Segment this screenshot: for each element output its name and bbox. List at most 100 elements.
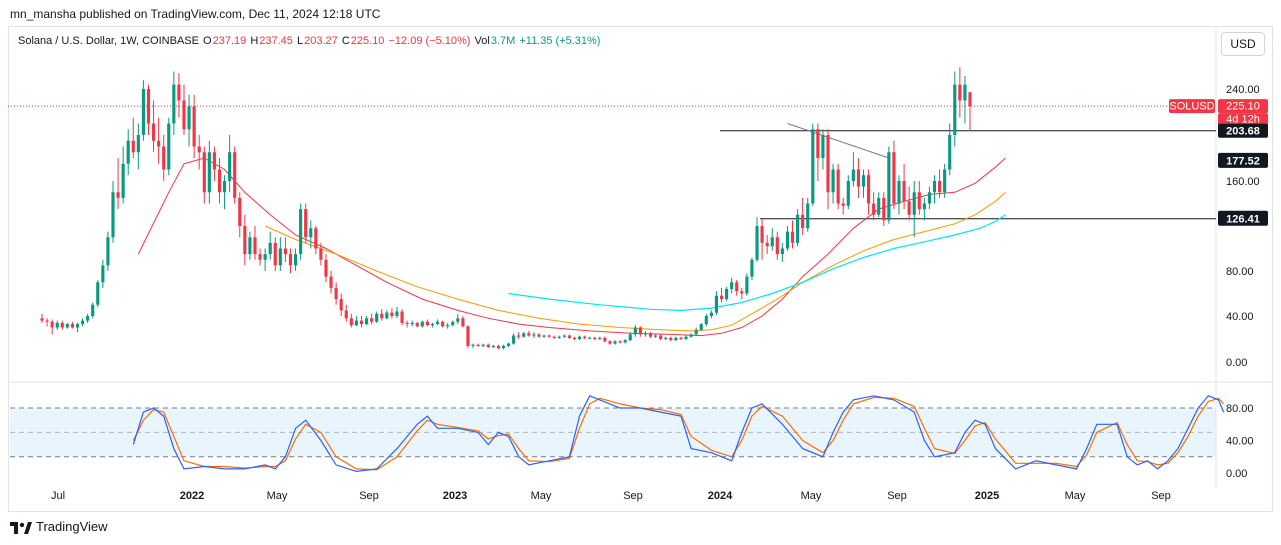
candle-body <box>725 289 729 300</box>
candle-body <box>293 254 298 266</box>
candle-body <box>907 201 911 215</box>
candle-body <box>785 231 790 249</box>
candle-body <box>953 84 957 135</box>
x-tick-label: 2025 <box>975 490 999 502</box>
x-tick-label: 2024 <box>708 490 733 502</box>
candle-body <box>796 214 800 243</box>
price-tick-label: 160.00 <box>1226 176 1260 188</box>
candle-body <box>877 197 881 215</box>
candle-body <box>963 84 967 101</box>
candle-body <box>228 152 232 181</box>
x-tick-label: Sep <box>623 490 643 502</box>
candle-body <box>167 123 171 170</box>
price-tick-label: 40.00 <box>1226 311 1254 323</box>
x-tick-label: May <box>801 490 822 502</box>
candle-body <box>775 237 779 255</box>
candle-body <box>648 333 653 337</box>
candle-body <box>349 318 353 326</box>
price-tick-label: 80.00 <box>1226 266 1254 278</box>
tradingview-footer[interactable]: TradingView <box>10 519 108 534</box>
countdown-tag-bg <box>1218 113 1268 127</box>
x-tick-label: Sep <box>359 490 379 502</box>
x-tick-label: May <box>267 490 288 502</box>
currency-button[interactable]: USD <box>1221 32 1265 56</box>
candle-body <box>882 197 886 221</box>
candle-body <box>354 320 358 326</box>
candle-body <box>730 282 734 289</box>
candle-body <box>694 329 698 335</box>
legend-open-value: 237.19 <box>212 35 247 47</box>
candle-body <box>704 316 708 325</box>
candle-body <box>111 192 115 238</box>
candle-body <box>141 89 145 135</box>
candle-body <box>618 341 622 343</box>
candle-body <box>182 100 186 130</box>
candle-body <box>339 299 343 311</box>
countdown-tag: 4d 12h <box>1226 114 1260 126</box>
candle-body <box>40 318 44 321</box>
candle-body <box>547 335 551 337</box>
candle-body <box>364 318 369 325</box>
candle-body <box>304 209 308 238</box>
candle-body <box>400 311 404 323</box>
stoch-k-line <box>132 395 1225 473</box>
candle-body <box>461 318 465 327</box>
candle-body <box>719 295 724 300</box>
symbol-tag: SOLUSD <box>1169 101 1214 113</box>
candle-body <box>887 152 891 221</box>
candle-body <box>314 228 318 249</box>
candle-body <box>841 203 845 206</box>
symbol-tag-bg <box>1169 99 1215 114</box>
candle-body <box>471 344 475 346</box>
candle-body <box>669 337 673 341</box>
candle-body <box>177 84 181 101</box>
candle-body <box>45 320 49 322</box>
candle-body <box>922 203 926 210</box>
legend-high-value: 237.45 <box>259 35 293 47</box>
x-tick-label: May <box>531 490 552 502</box>
candle-body <box>420 321 424 327</box>
candle-body <box>537 334 541 337</box>
candle-body <box>324 259 328 277</box>
resistance-tag-bg <box>1218 123 1268 138</box>
candle-body <box>689 334 693 337</box>
candle-body <box>714 295 719 313</box>
candle-body <box>598 337 602 339</box>
candle-body <box>562 335 566 337</box>
legend-symbol[interactable]: Solana / U.S. Dollar, 1W, COINBASE <box>18 35 199 47</box>
candle-body <box>466 326 470 346</box>
chart-legend: Solana / U.S. Dollar, 1W, COINBASE O237.… <box>18 35 601 47</box>
candle-body <box>486 344 490 348</box>
candle-body <box>709 312 713 316</box>
candle-body <box>501 345 506 349</box>
candle-body <box>192 106 196 147</box>
candle-body <box>202 152 206 193</box>
candle-body <box>816 129 820 158</box>
candle-body <box>770 237 774 247</box>
candle-body <box>273 242 277 266</box>
candle-body <box>872 203 876 215</box>
candle-body <box>836 169 840 204</box>
resistance-tag: 203.68 <box>1226 125 1260 137</box>
candle-body <box>258 254 262 260</box>
candle-body <box>91 304 95 316</box>
candle-body <box>238 197 242 226</box>
legend-change: −12.09 (−5.10%) <box>388 35 471 47</box>
candle-body <box>917 192 921 210</box>
candle-body <box>456 318 460 322</box>
candle-body <box>780 248 784 255</box>
candle-body <box>309 228 313 238</box>
level-tag-bg <box>1218 152 1268 168</box>
candle-body <box>932 181 937 193</box>
x-tick-label: Sep <box>887 490 907 502</box>
candle-body <box>522 333 526 337</box>
candle-body <box>131 140 135 153</box>
candle-body <box>846 181 850 206</box>
candle-body <box>65 324 69 328</box>
candle-body <box>831 169 835 193</box>
candle-body <box>329 276 333 288</box>
legend-low-value: 203.27 <box>304 35 338 47</box>
candle-body <box>283 248 287 255</box>
ema-long-line <box>508 214 1006 312</box>
